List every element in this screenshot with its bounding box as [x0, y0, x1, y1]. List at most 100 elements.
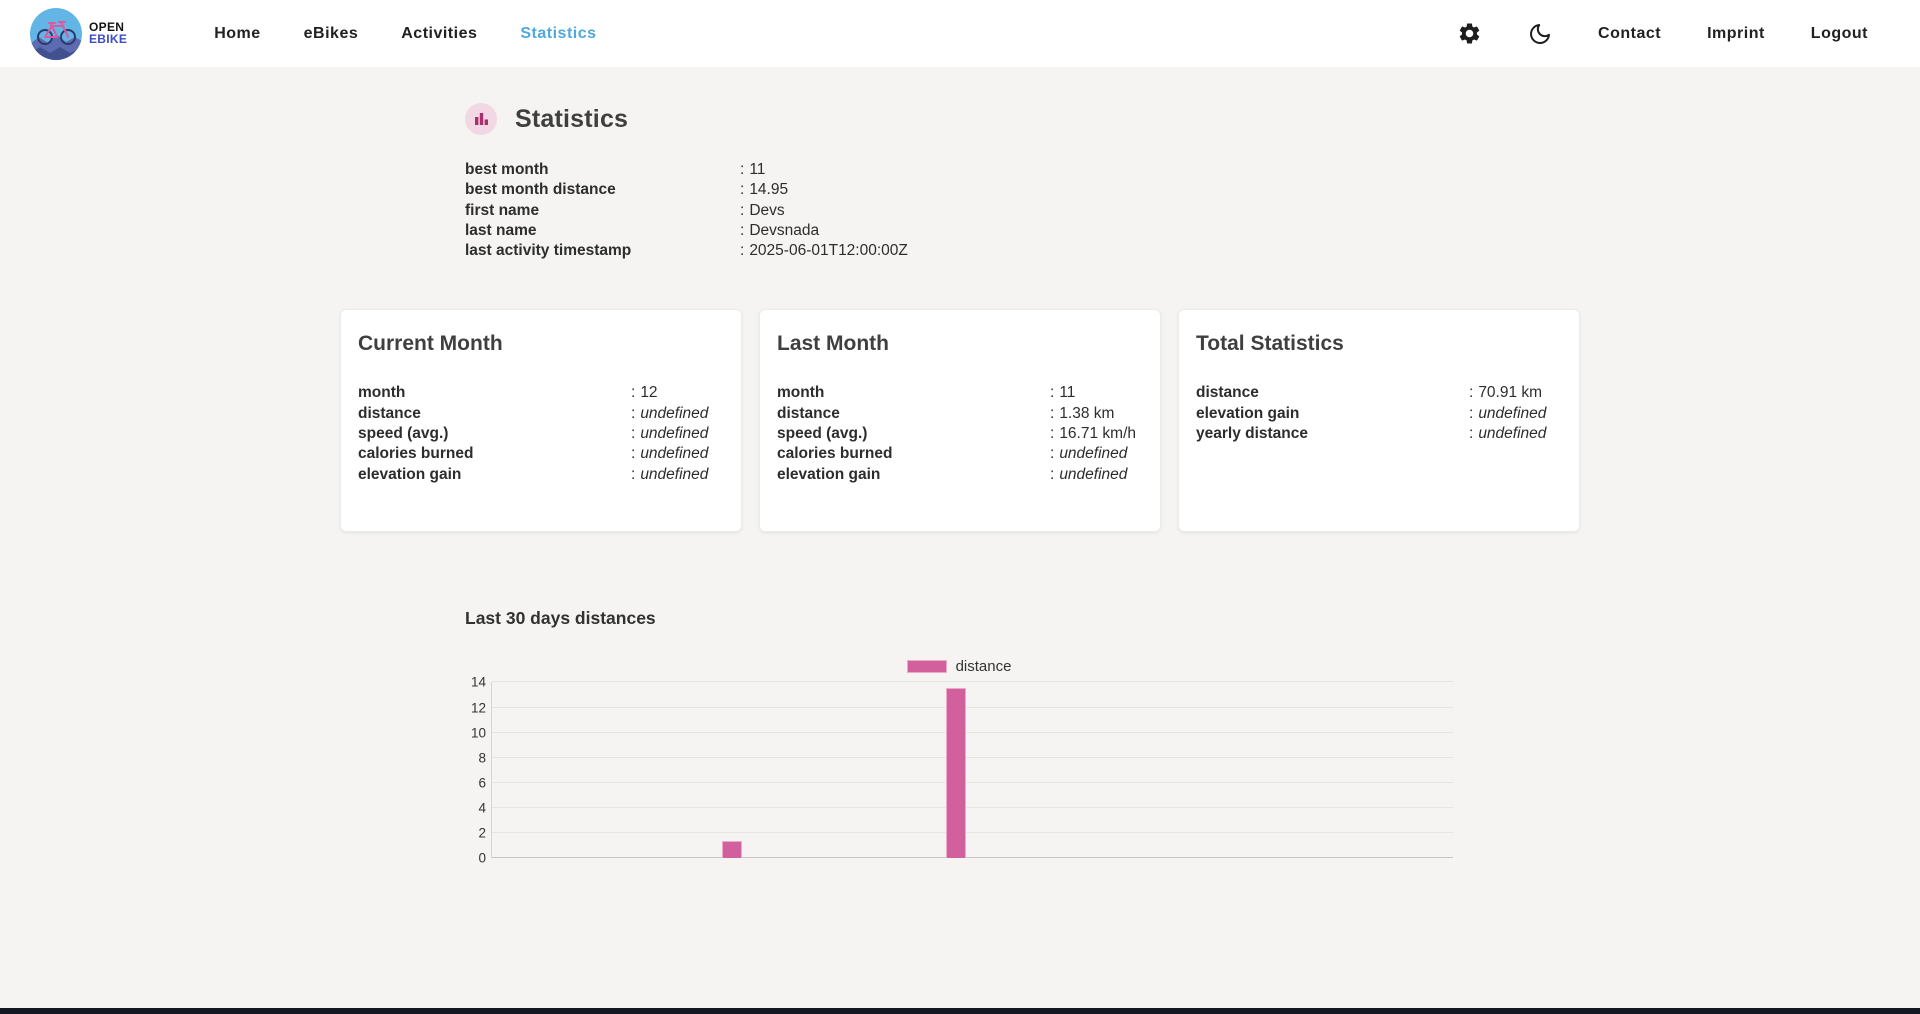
stat-value: :1.38 km: [1050, 404, 1115, 422]
stat-value: : undefined: [631, 465, 709, 483]
stat-label: elevation gain: [1196, 404, 1300, 422]
last-month-card: Last Month month :11 distance :1.38 km spe…: [759, 309, 1161, 533]
main-content: Statistics best month :11 best month dis…: [340, 103, 1580, 865]
statistics-badge: [465, 103, 497, 135]
stat-row: best month :11: [465, 160, 1580, 180]
page-title: Statistics: [515, 104, 629, 133]
brand-text: OPEN EBIKE: [89, 20, 128, 46]
stat-value: : undefined: [1050, 465, 1128, 483]
gridline: [492, 681, 1453, 683]
stat-label: best month distance: [465, 181, 616, 199]
stat-value: : undefined: [631, 425, 709, 443]
nav-logout[interactable]: Logout: [1810, 24, 1868, 42]
y-tick-label: 12: [470, 700, 486, 716]
stat-value: :70.91 km: [1469, 384, 1543, 402]
overview-stats: best month :11 best month distance :14.9…: [465, 160, 1580, 261]
gridline: [492, 756, 1453, 758]
y-tick-label: 4: [478, 800, 486, 816]
chart-legend[interactable]: distance: [465, 657, 1453, 675]
stat-label: speed (avg.): [358, 425, 449, 443]
brand-open: OPEN: [89, 20, 125, 34]
chart-title: Last 30 days distances: [465, 608, 656, 629]
stat-value: : undefined: [1050, 445, 1128, 463]
stat-label: calories burned: [777, 445, 893, 463]
stat-value: :11: [740, 161, 766, 178]
summary-cards: Current Month month :12 distance : undefine…: [340, 309, 1580, 533]
card-title: Total Statistics: [1196, 332, 1344, 356]
stat-value: : undefined: [1469, 425, 1547, 443]
dark-mode-button[interactable]: [1528, 22, 1552, 46]
settings-button[interactable]: [1457, 21, 1482, 46]
footer-bar: [0, 1008, 1920, 1014]
stat-value: : undefined: [631, 445, 709, 463]
stat-value: :12: [631, 384, 658, 402]
chart-plot: 0 2 4 6 8 10 12 14: [471, 676, 1453, 865]
gridline: [492, 706, 1453, 708]
stat-row: first name : Devs: [465, 201, 1580, 221]
stat-label: distance: [358, 404, 421, 422]
nav-home[interactable]: Home: [214, 24, 261, 42]
card-rows: month :11 distance :1.38 km speed (avg.) :1…: [777, 383, 1143, 484]
stat-label: last activity timestamp: [465, 242, 632, 260]
navbar-right: Contact Imprint Logout: [1457, 21, 1868, 46]
stat-value: : undefined: [1469, 404, 1547, 422]
brand-ebike: EBIKE: [89, 31, 128, 46]
card-title: Current Month: [358, 332, 503, 356]
stat-label: speed (avg.): [777, 425, 868, 443]
stat-value: :2025-06-01T12:00:00Z: [740, 242, 908, 260]
bar-chart-icon: [475, 113, 488, 125]
stat-value: : Devsnada: [740, 221, 820, 239]
y-tick-label: 6: [478, 775, 486, 791]
nav-imprint[interactable]: Imprint: [1707, 24, 1765, 42]
gridline: [492, 782, 1453, 784]
moon-icon: [1530, 23, 1551, 44]
legend-label: distance: [955, 657, 1012, 675]
card-title: Last Month: [777, 332, 889, 356]
distance-bar: [946, 687, 967, 859]
stat-label: distance: [777, 404, 840, 422]
total-statistics-card: Total Statistics distance :70.91 km eleva…: [1178, 309, 1580, 533]
gridline: [492, 832, 1453, 834]
card-rows: month :12 distance : undefined speed (avg.)…: [358, 383, 724, 484]
stat-label: elevation gain: [777, 465, 881, 483]
stat-row: last name : Devsnada: [465, 221, 1580, 241]
y-tick-label: 14: [470, 674, 486, 690]
stat-value: :11: [1050, 384, 1076, 402]
stat-row: last activity timestamp :2025-06-01T12:0…: [465, 241, 1580, 261]
card-rows: distance :70.91 km elevation gain : undefin…: [1196, 383, 1562, 444]
navbar: OPEN EBIKE Home eBikes Activities Statis…: [0, 0, 1920, 67]
legend-swatch: [906, 659, 947, 673]
nav-activities[interactable]: Activities: [401, 24, 478, 42]
stat-value: : undefined: [631, 404, 709, 422]
stat-label: distance: [1196, 384, 1259, 402]
nav-statistics[interactable]: Statistics: [520, 24, 597, 42]
stat-label: elevation gain: [358, 465, 462, 483]
stat-value: :14.95: [740, 181, 789, 199]
nav-ebikes[interactable]: eBikes: [303, 24, 359, 42]
stat-label: first name: [465, 201, 540, 219]
stat-label: best month: [465, 161, 549, 178]
gridline: [492, 731, 1453, 733]
brand[interactable]: OPEN EBIKE: [30, 7, 128, 60]
main-nav: Home eBikes Activities Statistics: [214, 25, 596, 43]
stat-label: calories burned: [358, 445, 474, 463]
y-tick-label: 2: [478, 825, 486, 841]
stat-label: month: [358, 384, 406, 402]
gridline: [492, 807, 1453, 809]
gridline: [492, 857, 1453, 859]
page-header: Statistics: [465, 103, 1580, 135]
openebike-logo: [30, 7, 82, 60]
nav-contact[interactable]: Contact: [1598, 24, 1662, 42]
y-tick-label: 0: [478, 850, 486, 866]
stat-label: yearly distance: [1196, 425, 1309, 443]
current-month-card: Current Month month :12 distance : undefine…: [340, 309, 742, 533]
chart-section: Last 30 days distances distance 0 2 4 6 8 10 1…: [465, 607, 1580, 865]
y-tick-label: 8: [478, 750, 486, 766]
stat-row: best month distance :14.95: [465, 180, 1580, 200]
gear-icon: [1459, 23, 1480, 44]
stat-value: : Devs: [740, 201, 785, 219]
stat-value: :16.71 km/h: [1050, 425, 1136, 443]
distance-bar: [722, 841, 743, 859]
stat-label: last name: [465, 221, 537, 239]
stat-label: month: [777, 384, 825, 402]
